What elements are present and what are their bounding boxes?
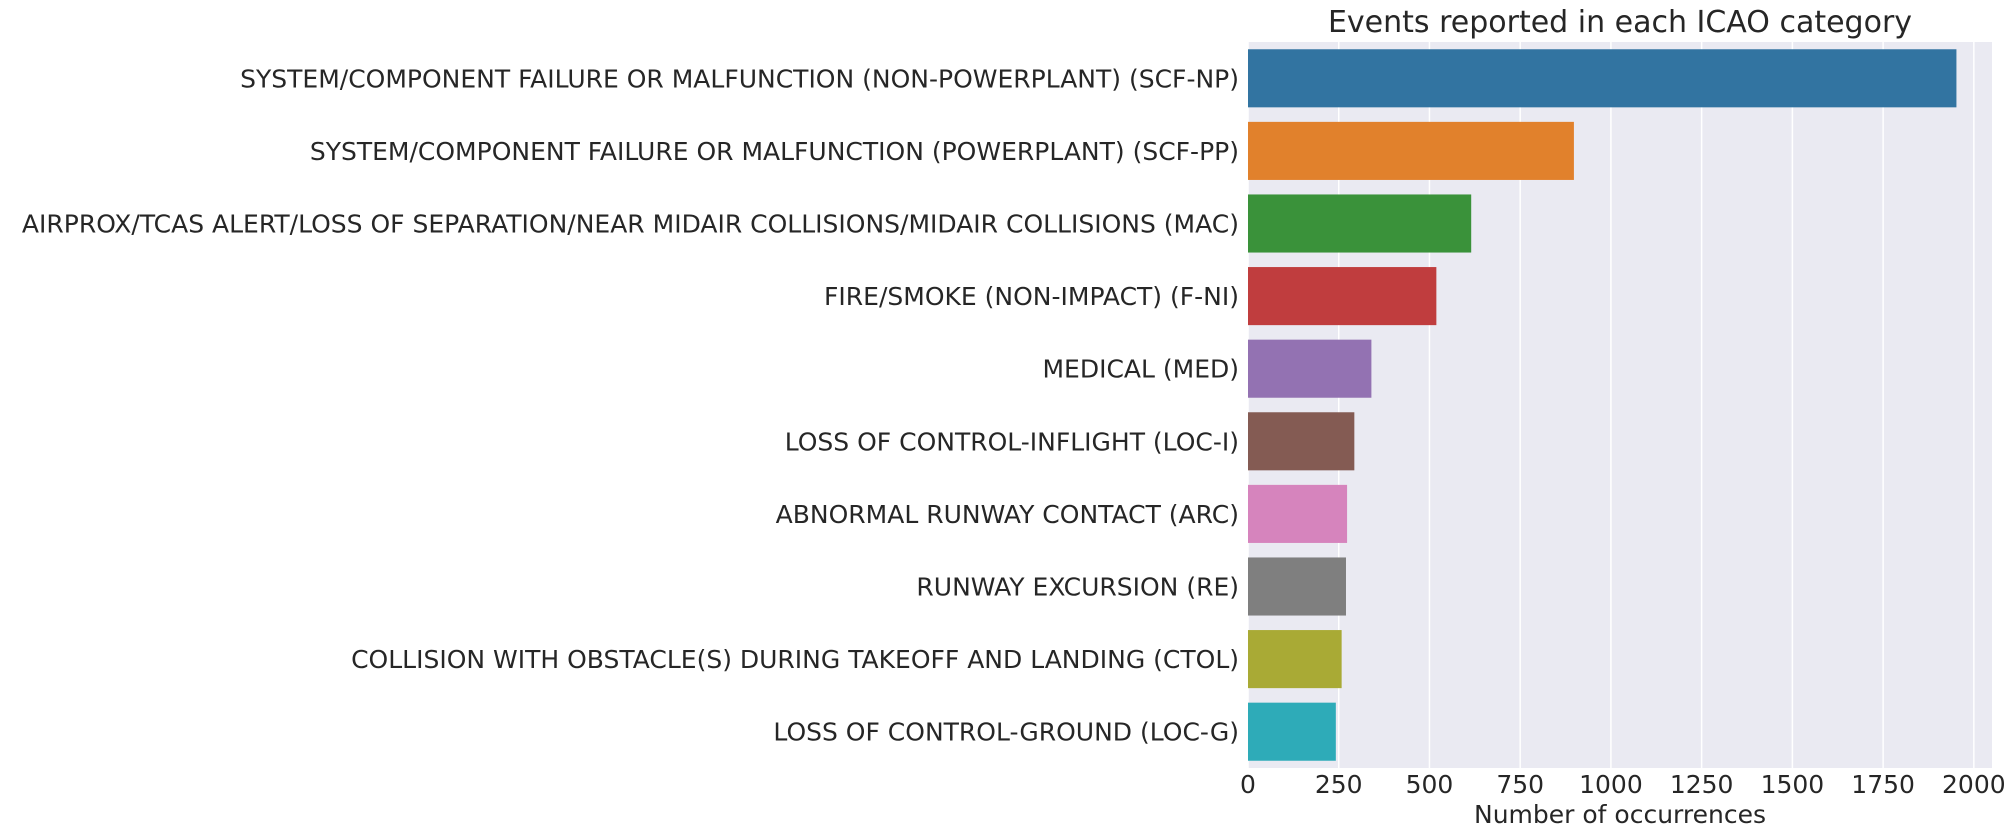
x-tick-label: 500: [1406, 770, 1454, 799]
x-tick-label: 250: [1315, 770, 1363, 799]
chart-title: Events reported in each ICAO category: [1328, 5, 1912, 40]
x-tick-label: 750: [1496, 770, 1544, 799]
bar: [1248, 194, 1472, 253]
bar: [1248, 702, 1336, 761]
bar: [1248, 121, 1574, 180]
category-label: RUNWAY EXCURSION (RE): [916, 573, 1239, 602]
category-label: SYSTEM/COMPONENT FAILURE OR MALFUNCTION …: [240, 64, 1239, 93]
bar: [1248, 49, 1957, 108]
bars: [1248, 49, 1957, 761]
x-axis-ticks: 0 250 500 750 1000 1250 1500 1750 2000: [1240, 770, 2006, 799]
category-label: COLLISION WITH OBSTACLE(S) DURING TAKEOF…: [351, 645, 1239, 674]
x-tick-label: 1250: [1670, 770, 1734, 799]
category-label: LOSS OF CONTROL-GROUND (LOC-G): [773, 718, 1239, 747]
category-label: LOSS OF CONTROL-INFLIGHT (LOC-I): [785, 427, 1239, 456]
x-tick-label: 1500: [1761, 770, 1825, 799]
category-label: FIRE/SMOKE (NON-IMPACT) (F-NI): [824, 282, 1239, 311]
bar: [1248, 557, 1346, 616]
x-tick-label: 0: [1240, 770, 1256, 799]
x-tick-label: 2000: [1942, 770, 2006, 799]
bar: [1248, 412, 1355, 471]
x-tick-label: 1750: [1851, 770, 1915, 799]
bar: [1248, 484, 1348, 543]
category-label: AIRPROX/TCAS ALERT/LOSS OF SEPARATION/NE…: [22, 210, 1239, 239]
bar: [1248, 630, 1342, 689]
category-label: SYSTEM/COMPONENT FAILURE OR MALFUNCTION …: [310, 137, 1239, 166]
category-labels: SYSTEM/COMPONENT FAILURE OR MALFUNCTION …: [22, 64, 1239, 746]
x-axis-label: Number of occurrences: [1474, 800, 1766, 829]
category-label: ABNORMAL RUNWAY CONTACT (ARC): [776, 500, 1239, 529]
x-tick-label: 1000: [1579, 770, 1643, 799]
bar: [1248, 339, 1372, 398]
bar: [1248, 267, 1437, 326]
category-label: MEDICAL (MED): [1042, 355, 1239, 384]
